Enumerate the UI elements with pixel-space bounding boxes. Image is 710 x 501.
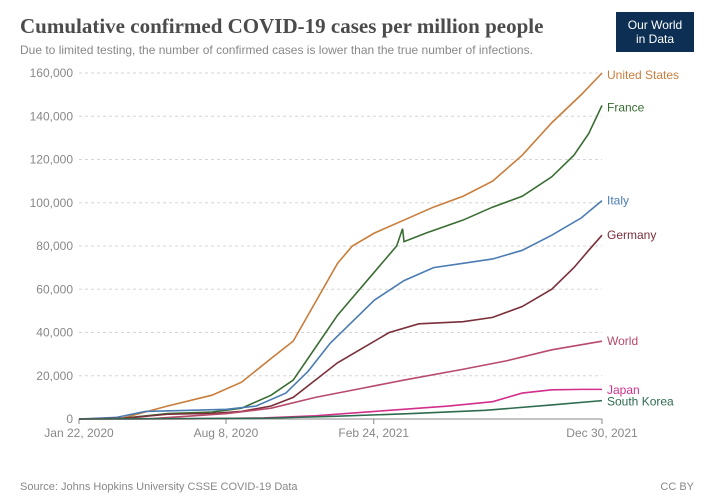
series-label: Germany: [607, 228, 656, 242]
line-south-korea: [79, 401, 602, 419]
series-label: World: [607, 334, 638, 348]
svg-text:Aug 8, 2020: Aug 8, 2020: [194, 426, 259, 440]
owid-logo: Our World in Data: [616, 12, 694, 52]
series-label: South Korea: [607, 395, 674, 409]
svg-text:Feb 24, 2021: Feb 24, 2021: [338, 426, 409, 440]
svg-text:Dec 30, 2021: Dec 30, 2021: [566, 426, 638, 440]
svg-text:40,000: 40,000: [36, 326, 73, 340]
chart-title: Cumulative confirmed COVID-19 cases per …: [20, 14, 694, 39]
series-label: United States: [607, 68, 679, 82]
series-label: Italy: [607, 194, 629, 208]
chart-footer: Source: Johns Hopkins University CSSE CO…: [20, 481, 694, 493]
license-text: CC BY: [660, 481, 694, 493]
svg-text:140,000: 140,000: [30, 109, 74, 123]
svg-text:Jan 22, 2020: Jan 22, 2020: [44, 426, 114, 440]
line-germany: [79, 235, 602, 419]
source-text: Source: Johns Hopkins University CSSE CO…: [20, 481, 298, 493]
logo-text-1: Our World: [628, 18, 682, 32]
chart-subtitle: Due to limited testing, the number of co…: [20, 43, 694, 57]
series-label: France: [607, 101, 645, 115]
line-france: [79, 105, 602, 419]
line-chart: 0 20,000 40,000 60,000 80,000 100,000 120,000 1…: [24, 67, 694, 447]
svg-text:120,000: 120,000: [30, 153, 74, 167]
svg-text:0: 0: [66, 412, 73, 426]
line-italy: [79, 201, 602, 419]
svg-text:80,000: 80,000: [36, 239, 73, 253]
svg-text:20,000: 20,000: [36, 369, 73, 383]
svg-text:100,000: 100,000: [30, 196, 74, 210]
logo-text-2: in Data: [636, 32, 674, 46]
svg-text:160,000: 160,000: [30, 67, 74, 80]
svg-text:60,000: 60,000: [36, 282, 73, 296]
